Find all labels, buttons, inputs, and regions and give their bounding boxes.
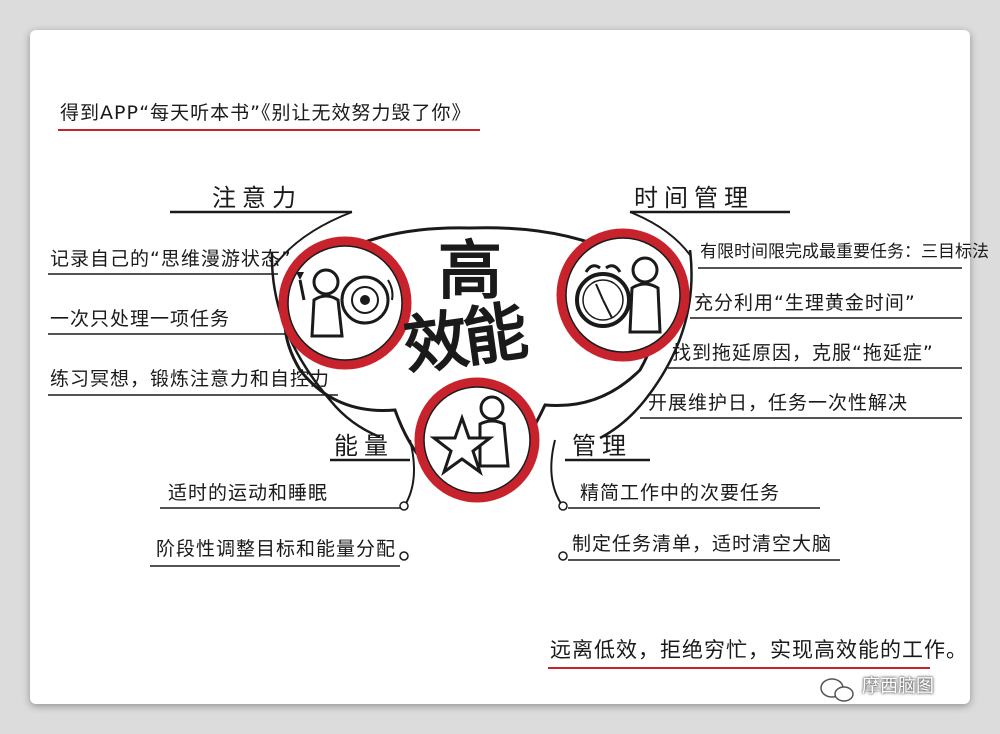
time-item-1: 有限时间限完成最重要任务：三目标法 — [700, 242, 989, 262]
painter-figure-icon — [278, 236, 412, 370]
attention-item-2: 一次只处理一项任务 — [50, 308, 231, 330]
attention-item-1: 记录自己的“思维漫游状态” — [50, 248, 292, 270]
star-figure-icon — [414, 377, 540, 503]
wechat-icon — [820, 678, 854, 702]
footer-summary: 远离低效，拒绝穷忙，实现高效能的工作。 — [550, 638, 968, 662]
branch-label-management: 管理 — [572, 432, 632, 460]
mind-map-card — [30, 30, 970, 704]
management-item-1: 精简工作中的次要任务 — [580, 482, 781, 504]
attention-item-3: 练习冥想，锻炼注意力和自控力 — [50, 368, 331, 390]
branch-label-time-management: 时间管理 — [634, 184, 754, 212]
watermark: 摩西脑图 — [862, 676, 934, 697]
branch-label-energy: 能量 — [334, 432, 394, 460]
alarm-clock-figure-icon — [556, 228, 690, 362]
management-item-2: 制定任务清单，适时清空大脑 — [572, 533, 833, 555]
center-word-line1: 高 — [438, 235, 504, 309]
center-shape-outline — [283, 226, 658, 490]
time-connector — [629, 211, 691, 256]
time-item-2: 充分利用“生理黄金时间” — [694, 292, 916, 314]
attention-connector — [274, 211, 353, 266]
attention-branch-curve — [270, 251, 381, 439]
management-node-2 — [558, 551, 568, 561]
energy-node — [399, 501, 409, 511]
time-branch-curve — [599, 249, 693, 440]
management-node — [558, 501, 568, 511]
energy-item-2: 阶段性调整目标和能量分配 — [156, 538, 397, 560]
time-item-4: 开展维护日，任务一次性解决 — [648, 392, 909, 414]
time-item-3: 找到拖延原因，克服“拖延症” — [672, 342, 934, 364]
energy-node-2 — [399, 551, 409, 561]
management-branch-curve — [550, 439, 563, 506]
map-title: 得到APP“每天听本书”《别让无效努力毁了你》 — [60, 102, 472, 124]
energy-item-1: 适时的运动和睡眠 — [168, 482, 329, 504]
center-word-line2: 效能 — [399, 295, 529, 385]
energy-branch-curve — [404, 439, 415, 506]
branch-label-attention: 注意力 — [212, 184, 302, 212]
